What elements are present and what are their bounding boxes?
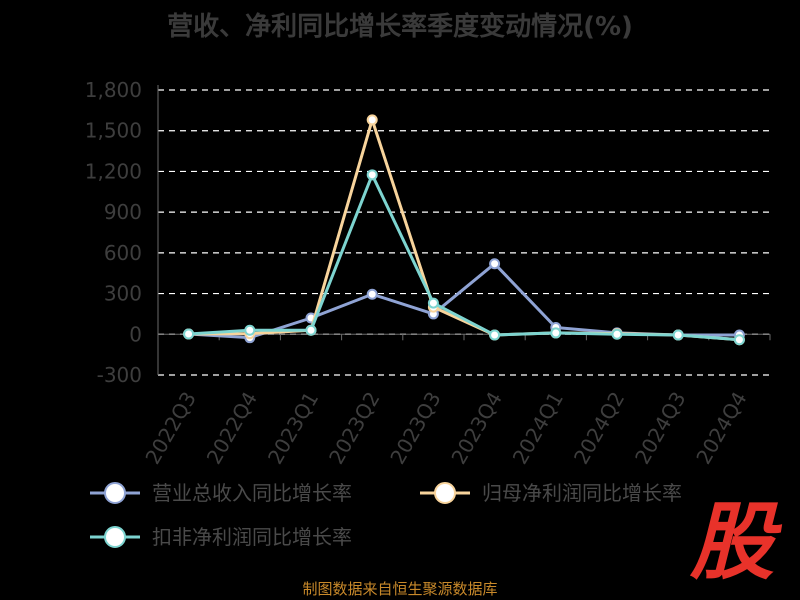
legend-label: 归母净利润同比增长率: [482, 481, 682, 505]
y-tick-label: 1,200: [85, 159, 142, 183]
data-source-note: 制图数据来自恒生聚源数据库: [302, 580, 498, 598]
legend-label: 扣非净利润同比增长率: [152, 525, 352, 549]
legend-item-3: 扣非净利润同比增长率: [90, 525, 352, 549]
x-tick-label: 2023Q4: [446, 387, 506, 468]
legend-item-2: 归母净利润同比增长率: [420, 481, 682, 505]
chart-title: 营收、净利同比增长率季度变动情况(%): [167, 12, 633, 42]
data-point: [366, 288, 378, 300]
series-3: [183, 169, 745, 346]
series-layer: [183, 114, 745, 346]
x-tick-labels: 2022Q3 2022Q4 2023Q1 2023Q2 2023Q3 2023Q4 2024…: [140, 387, 751, 468]
y-tick-labels: 1,800 1,500 1,200 900 600 300 0 -300: [85, 78, 142, 387]
y-tick-label: 600: [104, 241, 142, 265]
x-tick-label: 2024Q4: [691, 388, 751, 469]
data-point: [366, 169, 378, 181]
data-point: [183, 328, 195, 340]
y-tick-label: 300: [104, 282, 142, 306]
y-tick-label: 1,500: [85, 119, 142, 143]
series-line: [188, 262, 740, 340]
x-tick-label: 2024Q1: [508, 388, 568, 469]
data-point: [611, 328, 623, 340]
y-tick-label: -300: [97, 363, 142, 387]
legend-item-1: 营业总收入同比增长率: [90, 481, 352, 505]
grid-lines: [158, 89, 770, 376]
series-line: [188, 118, 740, 342]
data-point: [305, 324, 317, 336]
series-2: [183, 114, 745, 346]
data-point: [489, 329, 501, 341]
legend-label: 营业总收入同比增长率: [152, 481, 352, 505]
legend-marker: [104, 526, 126, 548]
x-tick-label: 2024Q3: [630, 388, 690, 469]
data-point: [244, 324, 256, 336]
brand-logo: 股: [690, 493, 775, 591]
x-tick-label: 2023Q1: [263, 388, 323, 469]
y-tick-label: 0: [129, 322, 142, 346]
x-tick-label: 2023Q2: [324, 388, 384, 469]
y-tick-label: 1,800: [85, 78, 142, 102]
legend-marker: [104, 482, 126, 504]
data-point: [733, 334, 745, 346]
y-tick-label: 900: [104, 200, 142, 224]
x-tick-label: 2022Q4: [202, 388, 262, 469]
data-point: [489, 258, 501, 270]
series-line: [188, 173, 740, 342]
x-tick-label: 2022Q3: [140, 388, 200, 469]
data-point: [366, 114, 378, 126]
x-tick-label: 2024Q2: [569, 388, 629, 469]
data-point: [550, 327, 562, 339]
data-point: [672, 329, 684, 341]
legend-marker: [434, 482, 456, 504]
x-tick-label: 2023Q3: [385, 388, 445, 469]
data-point: [427, 297, 439, 309]
